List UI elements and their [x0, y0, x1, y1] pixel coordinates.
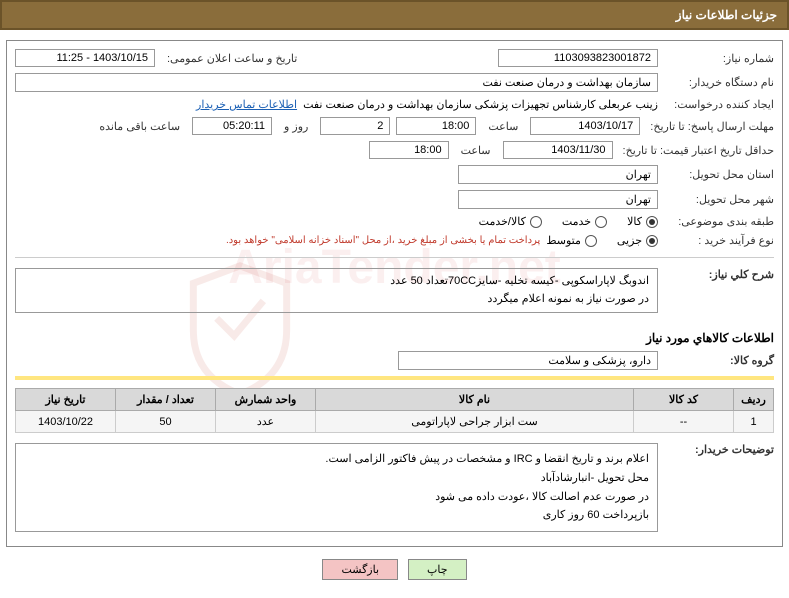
time-label-1: ساعت — [482, 120, 524, 133]
group-label: گروه کالا: — [664, 354, 774, 367]
buttons-row: چاپ بازگشت — [0, 559, 789, 580]
notes-line4: بازپرداخت 60 روز کاری — [24, 506, 649, 525]
radio-icon — [646, 216, 658, 228]
notes-label: توضیحات خریدار: — [664, 443, 774, 456]
notes-line1: اعلام برند و تاریخ انقضا و IRC و مشخصات … — [24, 450, 649, 469]
process-label: نوع فرآیند خرید : — [664, 234, 774, 247]
deadline-label: مهلت ارسال پاسخ: تا تاریخ: — [646, 120, 774, 133]
td-code: -- — [634, 411, 734, 433]
radio-goods-label: کالا — [627, 215, 642, 228]
radio-icon — [646, 235, 658, 247]
radio-partial-label: جزیی — [617, 234, 642, 247]
radio-both[interactable]: کالا/خدمت — [479, 215, 542, 228]
td-date: 1403/10/22 — [16, 411, 116, 433]
yellow-divider — [15, 376, 774, 380]
radio-goods[interactable]: کالا — [627, 215, 658, 228]
radio-service-label: خدمت — [562, 215, 591, 228]
table-row: 1 -- ست ابزار جراحی لاپاراتومی عدد 50 14… — [16, 411, 774, 433]
th-unit: واحد شمارش — [216, 389, 316, 411]
contact-link[interactable]: اطلاعات تماس خریدار — [196, 98, 297, 111]
province-value: تهران — [458, 165, 658, 184]
requester-value: زینب عربعلی کارشناس تجهیزات پزشکی سازمان… — [303, 98, 658, 111]
announce-label: تاریخ و ساعت اعلان عمومی: — [161, 52, 303, 65]
goods-table: ردیف کد کالا نام کالا واحد شمارش تعداد /… — [15, 388, 774, 433]
requester-label: ایجاد کننده درخواست: — [664, 98, 774, 111]
th-row: ردیف — [734, 389, 774, 411]
td-qty: 50 — [116, 411, 216, 433]
th-name: نام کالا — [316, 389, 634, 411]
buyer-org-value: سازمان بهداشت و درمان صنعت نفت — [15, 73, 658, 92]
validity-time: 18:00 — [369, 141, 449, 159]
group-value: دارو، پزشکی و سلامت — [398, 351, 658, 370]
td-name: ست ابزار جراحی لاپاراتومی — [316, 411, 634, 433]
need-number-value: 1103093823001872 — [498, 49, 658, 67]
th-date: تاریخ نیاز — [16, 389, 116, 411]
desc-line1: اندوبگ لاپاراسکوپی -کیسه تخلیه -سایز70CC… — [24, 273, 649, 291]
td-unit: عدد — [216, 411, 316, 433]
notes-line3: در صورت عدم اصالت کالا ،عودت داده می شود — [24, 488, 649, 507]
desc-title: شرح کلي نیاز: — [664, 268, 774, 281]
buyer-org-label: نام دستگاه خریدار: — [664, 76, 774, 89]
deadline-time: 18:00 — [396, 117, 476, 135]
page-header: جزئیات اطلاعات نیاز — [0, 0, 789, 30]
notes-line2: محل تحویل -انبارشادآباد — [24, 469, 649, 488]
radio-icon — [595, 216, 607, 228]
validity-date: 1403/11/30 — [503, 141, 613, 159]
radio-service[interactable]: خدمت — [562, 215, 607, 228]
radio-both-label: کالا/خدمت — [479, 215, 526, 228]
days-and-label: روز و — [278, 120, 314, 133]
radio-icon — [530, 216, 542, 228]
th-qty: تعداد / مقدار — [116, 389, 216, 411]
city-label: شهر محل تحویل: — [664, 193, 774, 206]
remaining-time: 05:20:11 — [192, 117, 272, 135]
notes-box: اعلام برند و تاریخ انقضا و IRC و مشخصات … — [15, 443, 658, 532]
validity-label: حداقل تاریخ اعتبار قیمت: تا تاریخ: — [619, 144, 774, 157]
city-value: تهران — [458, 190, 658, 209]
payment-note: پرداخت تمام یا بخشی از مبلغ خرید ،از محل… — [226, 235, 540, 246]
main-frame: شماره نیاز: 1103093823001872 تاریخ و ساع… — [6, 40, 783, 547]
print-button[interactable]: چاپ — [408, 559, 467, 580]
radio-medium[interactable]: متوسط — [546, 234, 597, 247]
desc-box: اندوبگ لاپاراسکوپی -کیسه تخلیه -سایز70CC… — [15, 268, 658, 313]
process-radio-group: جزیی متوسط — [546, 234, 658, 247]
remaining-label: ساعت باقی مانده — [93, 120, 186, 133]
desc-line2: در صورت نیاز به نمونه اعلام میگردد — [24, 291, 649, 309]
radio-medium-label: متوسط — [546, 234, 581, 247]
need-number-label: شماره نیاز: — [664, 52, 774, 65]
goods-section-title: اطلاعات کالاهاي مورد نیاز — [15, 331, 774, 345]
days-count: 2 — [320, 117, 390, 135]
category-radio-group: کالا خدمت کالا/خدمت — [479, 215, 658, 228]
province-label: استان محل تحویل: — [664, 168, 774, 181]
radio-partial[interactable]: جزیی — [617, 234, 658, 247]
th-code: کد کالا — [634, 389, 734, 411]
announce-value: 1403/10/15 - 11:25 — [15, 49, 155, 67]
back-button[interactable]: بازگشت — [322, 559, 398, 580]
td-row: 1 — [734, 411, 774, 433]
radio-icon — [585, 235, 597, 247]
time-label-2: ساعت — [455, 144, 497, 157]
deadline-date: 1403/10/17 — [530, 117, 640, 135]
category-label: طبقه بندی موضوعی: — [664, 215, 774, 228]
